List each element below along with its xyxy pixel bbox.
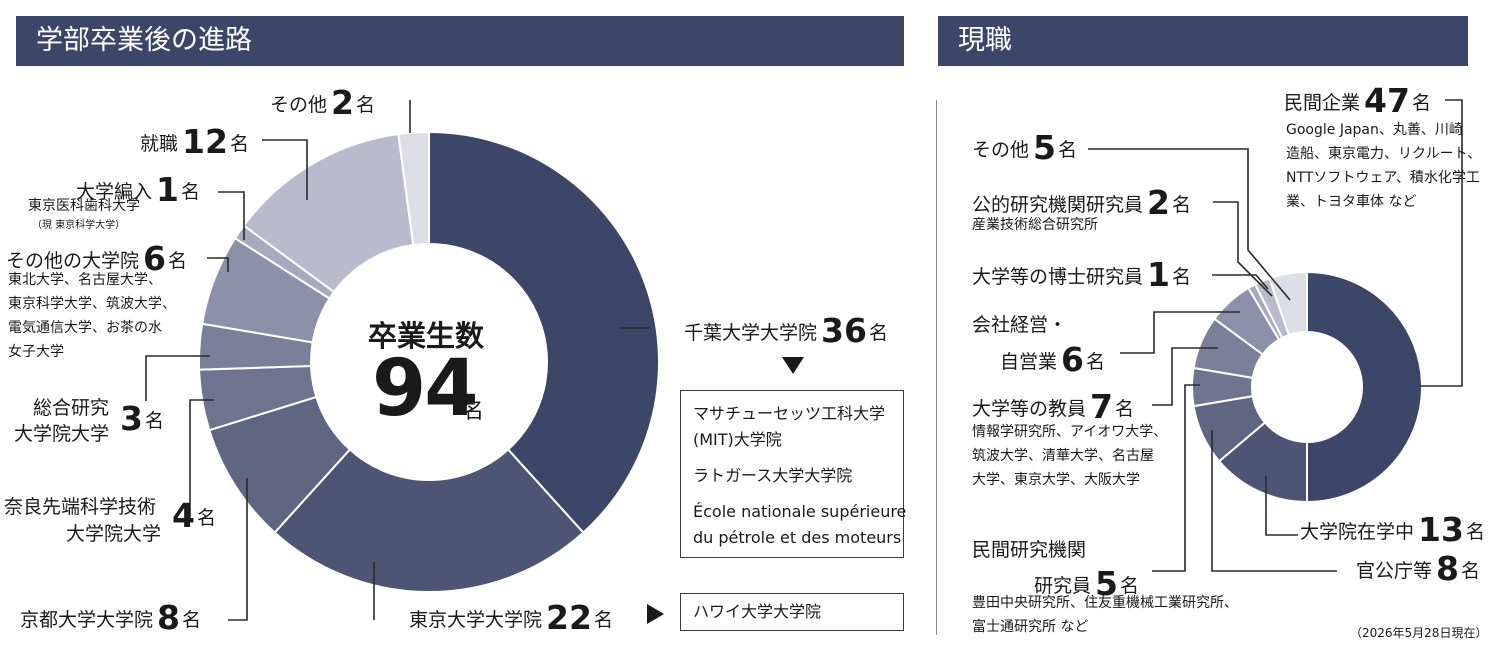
label-nara: 奈良先端科学技術 (4, 496, 157, 518)
chiba-destinations-box: マサチューセッツ工科大学 (MIT)大学院 ラトガース大学大学院 École n… (680, 390, 906, 558)
leader-line-1 (262, 139, 308, 200)
label-soken-line2: 大学院大学 (14, 423, 110, 445)
label-business: 会社経営・ (972, 314, 1068, 336)
private-detail-2: 造船、東京電力、リクルート、 (1286, 146, 1482, 162)
center-unit: 名 (462, 399, 485, 424)
leader-line-3 (207, 257, 229, 272)
left-slice-0 (428, 130, 660, 534)
label-grad-school: 大学院在学中 13 名 (1300, 510, 1485, 549)
leader-line-9 (1420, 99, 1463, 387)
label-postdoc: 大学等の博士研究員 1 名 (972, 255, 1191, 294)
other-grad-detail-3: 電気通信大学、お茶の水 (8, 320, 162, 336)
right-slice-0 (1306, 270, 1423, 504)
private-research-detail-2: 富士通研究所 など (972, 619, 1089, 635)
leader-line-6 (228, 478, 248, 621)
label-private-research: 民間研究機関 (972, 539, 1087, 561)
arrow-down-icon (782, 357, 804, 374)
leader-line-5 (189, 399, 214, 520)
label-public-research: 公的研究機関研究員 2 名 (972, 183, 1191, 222)
leader-line-15 (1152, 384, 1200, 572)
right-donut-chart (1191, 270, 1423, 504)
faculty-detail-1: 情報学研究所、アイオワ大学、 (972, 424, 1168, 440)
other-grad-detail-2: 東京科学大学、筑波大学、 (8, 296, 176, 312)
leader-line-11 (1213, 201, 1273, 297)
label-transfer: 大学編入 1 名 (76, 170, 200, 209)
private-detail-4: 業、トヨタ車体 など (1286, 194, 1417, 210)
leader-line-10 (1088, 148, 1291, 301)
other-grad-detail-1: 東北大学、名古屋大学、 (8, 272, 162, 288)
right-section-header: 現職 (938, 16, 1468, 66)
left-slice-8 (397, 130, 430, 247)
label-private: 民間企業 47 名 (1284, 81, 1431, 120)
label-faculty: 大学等の教員 7 名 (972, 387, 1134, 426)
label-tokyo: 東京大学大学院 22 名 (409, 598, 613, 637)
label-private-research-line2: 研究員 5 名 (1034, 564, 1139, 603)
leader-line-12 (1212, 274, 1269, 290)
tokyo-destinations-box: ハワイ大学大学院 (680, 593, 904, 631)
private-research-detail-1: 豊田中央研究所、住友重機械工業研究所、 (972, 595, 1238, 611)
label-business-line2: 自営業 6 名 (1000, 340, 1105, 379)
leader-lines (145, 99, 1463, 621)
label-job: 就職 12 名 (140, 122, 249, 161)
faculty-detail-2: 筑波大学、清華大学、名古屋 (972, 448, 1154, 464)
leader-line-13 (1120, 311, 1240, 354)
leader-line-4 (145, 355, 210, 401)
section-divider (936, 100, 937, 635)
center-title: 卒業生数 (368, 319, 485, 353)
left-section-header: 学部卒業後の進路 (16, 16, 904, 66)
transfer-detail-small: （現 東京科学大学） (32, 220, 126, 231)
label-right-other: その他 5 名 (972, 128, 1077, 167)
transfer-detail: 東京医科歯科大学 (28, 198, 140, 214)
left-donut-chart (198, 130, 660, 593)
private-detail-1: Google Japan、丸善、川崎 (1286, 122, 1463, 138)
label-nara-line2: 大学院大学 (66, 523, 162, 545)
label-other: その他 2 名 (270, 83, 375, 122)
leader-line-16 (1211, 430, 1337, 572)
leader-line-2 (218, 191, 245, 240)
label-kyoto: 京都大学大学院 8 名 (20, 598, 201, 637)
public-research-detail: 産業技術総合研究所 (972, 217, 1098, 233)
label-other-grad: その他の大学院 6 名 (6, 239, 187, 278)
label-soken: 総合研究 (33, 397, 110, 419)
faculty-detail-3: 大学、東京大学、大阪大学 (972, 472, 1140, 488)
center-total: 94 (372, 344, 479, 434)
label-chiba: 千葉大学大学院 36 名 (684, 311, 888, 350)
leader-line-17 (1265, 476, 1298, 536)
label-government: 官公庁等 8 名 (1356, 549, 1480, 588)
other-grad-detail-4: 女子大学 (8, 344, 64, 360)
arrow-right-icon (647, 604, 664, 624)
left-slice-1 (273, 448, 585, 593)
leader-line-14 (1152, 347, 1218, 406)
private-detail-3: NTTソフトウェア、積水化学工 (1286, 170, 1480, 186)
date-note: （2026年5月28日現在） (1350, 626, 1488, 640)
